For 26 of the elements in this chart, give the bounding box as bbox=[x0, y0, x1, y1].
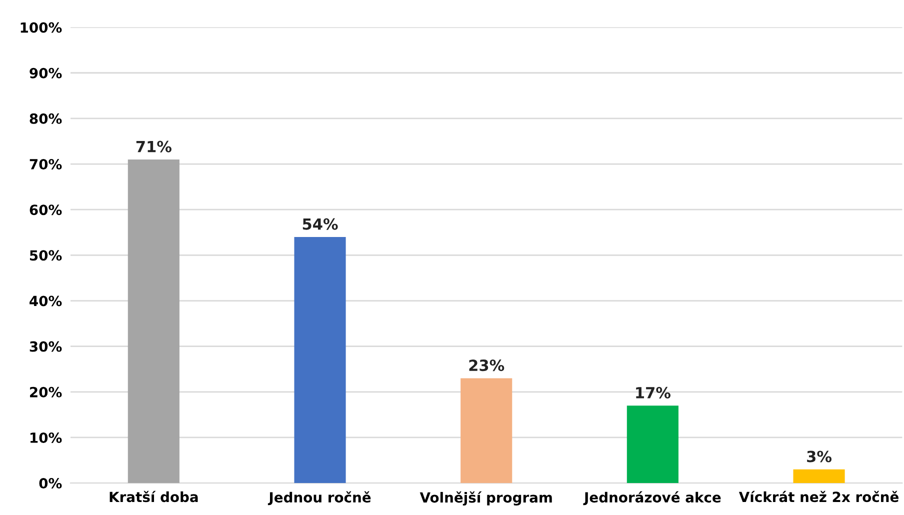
bar bbox=[460, 378, 512, 484]
y-tick-label: 0% bbox=[39, 478, 62, 489]
y-tick-label: 30% bbox=[30, 341, 62, 352]
bar bbox=[294, 236, 346, 484]
x-tick-label: Jednou ročně bbox=[268, 491, 371, 506]
data-label: 71% bbox=[136, 140, 172, 152]
data-label: 54% bbox=[302, 218, 338, 230]
data-label: 23% bbox=[469, 360, 504, 372]
data-label: 3% bbox=[807, 450, 832, 462]
x-tick-label: Jednorázové akce bbox=[583, 491, 721, 506]
y-tick-label: 60% bbox=[30, 204, 62, 216]
y-tick-label: 100% bbox=[20, 22, 62, 33]
y-tick-label: 90% bbox=[30, 68, 62, 78]
y-tick-label: 20% bbox=[30, 386, 62, 398]
y-tick-label: 50% bbox=[30, 250, 62, 261]
x-tick-label: Víckrát než 2x ročně bbox=[738, 490, 898, 502]
x-tick-label: Kratší doba bbox=[110, 490, 198, 502]
bar bbox=[793, 469, 845, 484]
y-tick-label: 80% bbox=[30, 113, 62, 124]
x-tick-label: Volnější program bbox=[420, 491, 552, 506]
y-tick-label: 10% bbox=[30, 432, 62, 443]
data-label: 17% bbox=[636, 386, 670, 398]
bar bbox=[128, 159, 180, 484]
y-tick-label: 40% bbox=[30, 296, 62, 306]
bar bbox=[626, 406, 678, 484]
y-tick-label: 70% bbox=[30, 158, 62, 170]
